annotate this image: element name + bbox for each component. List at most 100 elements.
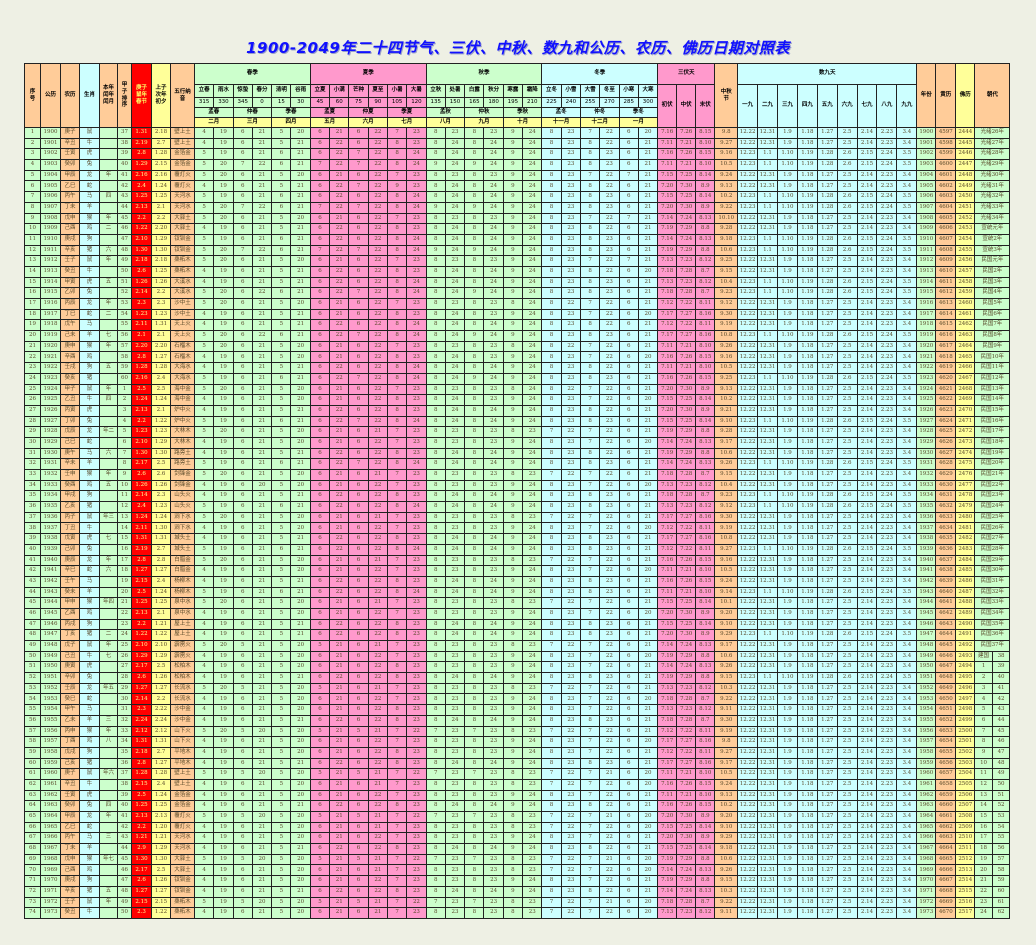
buddhist-year: 2510 [955, 832, 976, 845]
solar-term-day: 7 [579, 607, 601, 620]
sanfu-date: 7.15 [657, 821, 678, 834]
solar-term-day: 6 [309, 565, 331, 577]
solar-term-day: 6 [309, 137, 331, 150]
solar-term-day: 21 [637, 704, 659, 716]
solar-term-day: 9 [502, 372, 524, 385]
solar-term-day: 22 [599, 693, 620, 706]
buddhist-year: 2505 [955, 778, 976, 791]
solar-term-day: 6 [309, 426, 331, 438]
mid-autumn-date: 9.24 [714, 575, 739, 588]
table-row: 65 1964 甲辰龙年 41 2.13 2.13 覆灯火 5 19 5 20 5 20 5 21 5 21 7 2… [24, 811, 1011, 823]
solar-term-day: 23 [599, 191, 620, 203]
solar-term-day: 8 [386, 191, 408, 203]
solar-term-day: 20 [213, 330, 234, 342]
solar-term-day: 8 [464, 533, 485, 545]
header-solar-term: 白露 [464, 84, 485, 98]
buddhist-year: 2488 [955, 597, 976, 609]
solar-term-day: 23 [444, 661, 466, 674]
buddhist-year: 2492 [955, 640, 976, 652]
solar-term-day: 6 [309, 298, 331, 310]
gregorian-year: 1972 [40, 896, 61, 909]
solar-term-day: 22 [367, 629, 388, 641]
sanfu-date: 8.7 [695, 714, 716, 727]
solar-term-day: 23 [560, 875, 581, 887]
jiazi-order: 5 [117, 426, 132, 438]
spring-festival-date: 2.11 [131, 522, 152, 535]
solar-term-day: 6 [348, 191, 369, 203]
solar-term-day: 22 [560, 896, 581, 909]
leap-marker [99, 287, 118, 299]
solar-term-day: 24 [522, 169, 543, 182]
shujiu-date: 1.27 [816, 137, 838, 150]
solar-term-day: 8 [425, 415, 446, 428]
solar-term-day: 8 [579, 672, 601, 684]
solar-term-day: 24 [522, 372, 543, 385]
solar-term-day: 21 [329, 896, 350, 909]
eve-date: 1.31 [151, 533, 171, 545]
era-name: 24 [974, 907, 993, 919]
solar-term-day: 20 [213, 511, 234, 524]
gregorian-year: 1949 [40, 650, 61, 663]
solar-term-day: 7 [386, 565, 408, 577]
solar-term-day: 22 [560, 426, 581, 438]
shujiu-date: 2.23 [876, 704, 898, 716]
solar-term-day: 8 [386, 201, 408, 214]
lunar-ganzhi: 壬寅 [60, 789, 80, 802]
solar-term-day: 8 [541, 575, 562, 588]
mid-autumn-date: 9.16 [714, 351, 739, 364]
mid-autumn-date: 9.19 [714, 522, 739, 535]
year-cell: 1943 [916, 586, 937, 599]
shujiu-date: 3.4 [896, 704, 918, 716]
spring-festival-date: 2.10 [131, 640, 152, 652]
solar-term-day: 20 [637, 522, 659, 535]
shujiu-date: 1.18 [796, 469, 818, 481]
shujiu-date: 1.27 [816, 565, 838, 577]
solar-term-day: 6 [618, 629, 639, 641]
row-number: 64 [24, 800, 41, 812]
shujiu-date: 2.14 [856, 127, 878, 139]
mid-autumn-date: 10.5 [714, 362, 739, 374]
solar-term-day: 19 [213, 693, 234, 706]
solar-term-day: 8 [386, 404, 408, 417]
shujiu-date: 12.31 [757, 789, 778, 802]
huangli-year: 4647 [935, 661, 957, 674]
shujiu-date: 1.19 [796, 287, 818, 299]
solar-term-day: 4 [193, 565, 215, 577]
shujiu-date: 1.19 [796, 244, 818, 257]
solar-term-day: 22 [329, 276, 350, 289]
solar-term-day: 21 [329, 811, 350, 823]
shujiu-date: 2.14 [856, 853, 878, 866]
solar-term-day: 23 [406, 255, 427, 267]
shujiu-date: 12.31 [757, 404, 778, 417]
shujiu-date: 12.23 [737, 244, 759, 257]
solar-term-day: 22 [329, 137, 350, 150]
solar-term-day: 21 [637, 212, 659, 225]
solar-term-day: 8 [579, 885, 601, 898]
sanfu-date: 7.23 [676, 682, 697, 695]
shujiu-date: 12.23 [737, 159, 759, 171]
solar-term-day: 6 [309, 714, 331, 727]
leap-marker: 二 [99, 629, 118, 641]
mid-autumn-date: 9.20 [714, 811, 739, 823]
solar-term-day: 24 [522, 319, 543, 332]
solar-term-day: 21 [637, 469, 659, 481]
year-cell: 1954 [916, 704, 937, 716]
shujiu-date: 2.6 [836, 629, 858, 641]
shujiu-date: 2.14 [856, 800, 878, 812]
shujiu-date: 2.14 [856, 875, 878, 887]
shujiu-date: 12.22 [737, 811, 759, 823]
solar-term-day: 21 [637, 640, 659, 652]
eve-date: 1.28 [151, 362, 171, 374]
sanfu-date: 8.15 [695, 554, 716, 567]
solar-term-day: 22 [599, 308, 620, 321]
shujiu-date: 3.5 [896, 501, 918, 513]
sanfu-date: 7.19 [657, 426, 678, 438]
solar-term-day: 8 [541, 330, 562, 342]
solar-term-day: 20 [290, 607, 311, 620]
shujiu-date: 3.4 [896, 426, 918, 438]
solar-term-day: 24 [522, 736, 543, 748]
shujiu-date: 2.15 [856, 244, 878, 257]
solar-term-day: 6 [309, 736, 331, 748]
solar-term-day: 21 [290, 618, 311, 631]
solar-term-day: 23 [483, 736, 504, 748]
